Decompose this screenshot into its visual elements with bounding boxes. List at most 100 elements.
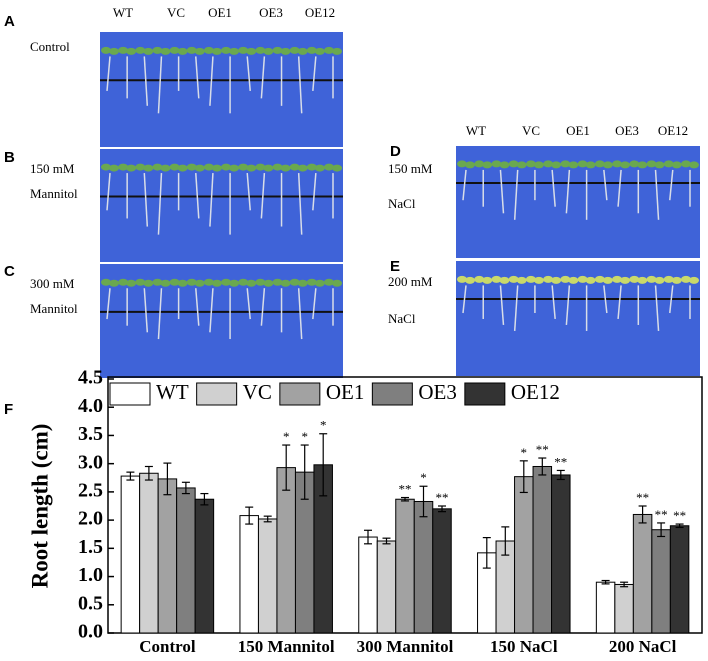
seedling-leaf <box>229 279 240 287</box>
seedling-leaf <box>543 160 554 168</box>
seedling-leaf <box>297 164 308 172</box>
seedling-leaf <box>568 161 579 169</box>
seedling-root <box>209 56 214 106</box>
seedling-leaf <box>577 160 588 168</box>
column-label: WT <box>466 123 486 138</box>
seedling-root <box>312 173 317 211</box>
panel-condition: Control <box>30 39 70 54</box>
seedling-leaf <box>306 46 317 54</box>
seedling-leaf <box>306 163 317 171</box>
seedling-leaf <box>280 47 291 55</box>
significance-label: ** <box>536 442 549 457</box>
bar <box>532 465 553 634</box>
x-tick-label: 150 Mannitol <box>238 637 335 656</box>
column-label: OE12 <box>305 5 335 20</box>
seedling-leaf <box>474 275 485 283</box>
seedling-root <box>499 285 505 326</box>
seedling-leaf <box>482 276 493 284</box>
seedling-leaf <box>594 160 605 168</box>
bar <box>276 467 296 634</box>
seedling-leaf <box>109 279 119 287</box>
significance-label: ** <box>436 490 449 505</box>
seedling-leaf <box>465 161 475 169</box>
bar <box>176 487 196 634</box>
bar <box>514 476 534 634</box>
bar <box>257 518 278 634</box>
error-bar <box>263 515 272 523</box>
seedling-leaf <box>280 279 291 287</box>
error-bar <box>638 505 647 524</box>
error-bar <box>401 496 409 502</box>
seedling-root <box>246 56 251 91</box>
seedling-leaf <box>332 47 342 55</box>
seedling-root <box>195 173 200 219</box>
seedling-leaf <box>629 160 640 168</box>
seedling-leaf <box>594 275 605 283</box>
seedling-leaf <box>671 161 682 169</box>
seedling-root <box>565 285 571 326</box>
significance-label: * <box>420 470 427 485</box>
seedling-root <box>499 169 505 214</box>
error-bar <box>163 462 172 496</box>
error-bar <box>675 523 684 529</box>
significance-label: * <box>301 429 308 444</box>
error-bar <box>419 485 428 518</box>
panel-label: C <box>4 263 15 280</box>
seedling-root <box>462 285 467 314</box>
bar <box>376 540 397 634</box>
seedling-root <box>312 288 317 320</box>
significance-label: ** <box>554 454 567 469</box>
seedling-leaf <box>533 276 544 284</box>
seedling-leaf <box>289 278 300 286</box>
error-bar <box>482 537 491 569</box>
seedling-leaf <box>177 47 188 55</box>
bar <box>395 498 415 634</box>
seedling-leaf <box>203 46 214 54</box>
seedling-root <box>565 169 571 214</box>
error-bar <box>319 433 328 497</box>
column-label: OE3 <box>615 123 639 138</box>
seedling-root <box>106 288 111 320</box>
seedling-leaf <box>629 275 640 283</box>
seedling-leaf <box>118 278 129 286</box>
legend-swatch <box>371 382 413 406</box>
seedling-leaf <box>474 160 485 168</box>
error-bar <box>601 579 610 585</box>
seedling-leaf <box>211 47 222 55</box>
bar <box>157 478 178 634</box>
seedling-root <box>195 56 200 99</box>
seedling-root <box>106 173 111 211</box>
significance-label: ** <box>636 490 649 505</box>
column-label: OE1 <box>208 5 232 20</box>
seedling-leaf <box>508 275 519 283</box>
seedling-leaf <box>289 163 300 171</box>
seedling-leaf <box>143 279 154 287</box>
seedling-leaf <box>637 276 648 284</box>
error-bar <box>620 581 629 588</box>
y-tick-label: 2.5 <box>78 479 103 501</box>
seedling-leaf <box>238 278 249 286</box>
seedling-root <box>669 285 674 314</box>
seedling-leaf <box>109 47 119 55</box>
y-axis-label: Root length (cm) <box>27 424 52 589</box>
bar <box>632 513 653 634</box>
seedling-leaf <box>508 160 519 168</box>
seedling-root <box>106 56 111 91</box>
seedling-root <box>260 173 266 219</box>
error-bar <box>364 529 372 545</box>
seedling-leaf <box>143 47 154 55</box>
seedling-leaf <box>160 47 171 55</box>
bar <box>139 472 159 634</box>
seedling-leaf <box>211 279 222 287</box>
bar <box>669 525 690 634</box>
seedling-root <box>143 288 149 333</box>
seedling-leaf <box>499 276 510 284</box>
seedling-leaf <box>568 276 579 284</box>
seedling-leaf <box>560 275 571 283</box>
seedling-leaf <box>194 279 205 287</box>
seedling-leaf <box>229 164 240 172</box>
seedling-leaf <box>602 276 613 284</box>
bar <box>239 515 259 634</box>
panel-condition: Mannitol <box>30 301 78 316</box>
